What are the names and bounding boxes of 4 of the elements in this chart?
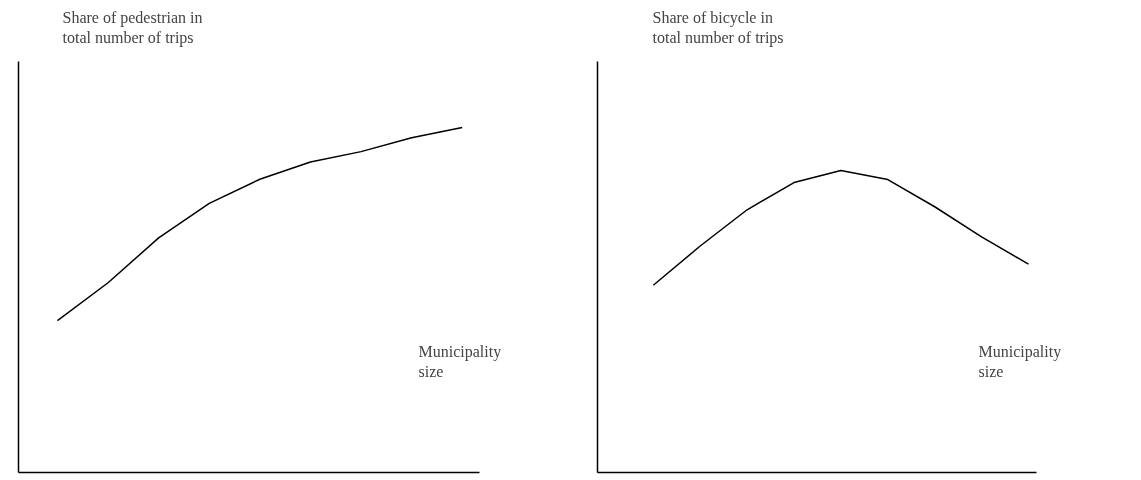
x-axis-title: Municipality size bbox=[978, 342, 1062, 380]
x-axis-title: Municipality size bbox=[418, 342, 502, 380]
y-axis-title: Share of pedestrian in total number of trips bbox=[62, 8, 203, 47]
y-axis-title: Share of bicycle in total number of trips bbox=[652, 8, 784, 47]
